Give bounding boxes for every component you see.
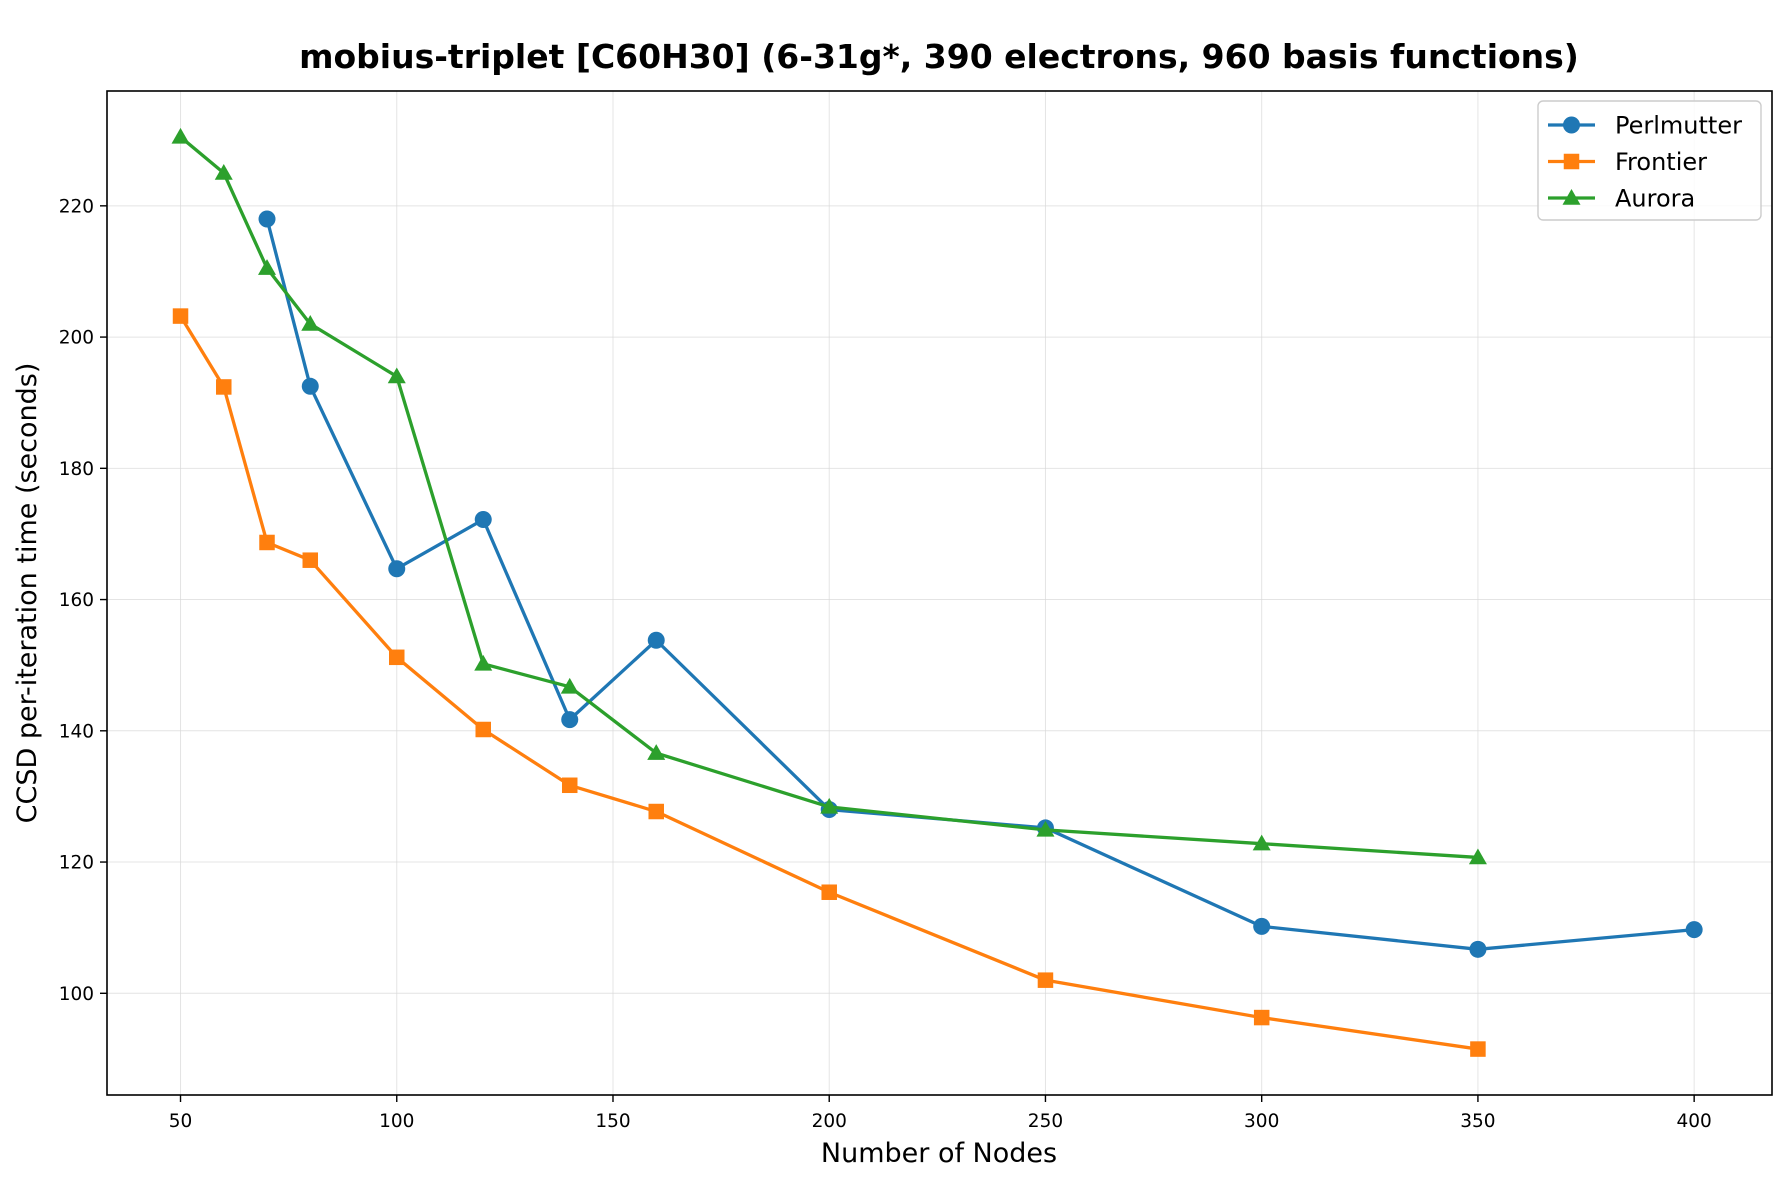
perlmutter-point bbox=[474, 511, 492, 529]
x-tick-label: 300 bbox=[1244, 1111, 1279, 1132]
perlmutter-point bbox=[388, 560, 406, 578]
aurora-line bbox=[178, 135, 1480, 860]
y-tick-label: 160 bbox=[59, 590, 94, 611]
x-tick-label: 350 bbox=[1460, 1111, 1495, 1132]
y-tick-label: 140 bbox=[59, 721, 94, 742]
x-tick-label: 50 bbox=[169, 1111, 193, 1132]
series-frontier bbox=[172, 308, 1486, 1057]
y-tick-label: 200 bbox=[59, 328, 94, 349]
perlmutter-point bbox=[1685, 921, 1703, 939]
series-aurora bbox=[171, 127, 1487, 865]
y-axis-label: CCSD per-iteration time (seconds) bbox=[12, 363, 43, 824]
chart-title: mobius-triplet [C60H30] (6-31g*, 390 ele… bbox=[299, 37, 1579, 76]
legend-item-frontier: Frontier bbox=[1548, 148, 1707, 176]
aurora-point bbox=[1036, 820, 1055, 837]
aurora-point bbox=[1468, 848, 1487, 865]
frontier-point bbox=[1470, 1041, 1486, 1057]
legend: Perlmutter Frontier Aurora bbox=[1537, 100, 1762, 221]
legend-label: Perlmutter bbox=[1615, 112, 1742, 140]
legend-label: Aurora bbox=[1615, 185, 1695, 213]
frontier-point bbox=[216, 379, 232, 395]
frontier-point bbox=[821, 884, 837, 900]
legend-box bbox=[1537, 100, 1762, 221]
x-axis: 50 100 150 200 250 300 350 400 bbox=[169, 1095, 1712, 1132]
frontier-line bbox=[178, 314, 1480, 1051]
frontier-point bbox=[475, 721, 491, 738]
legend-marker bbox=[1562, 189, 1581, 205]
aurora-point bbox=[258, 259, 277, 275]
frontier-point bbox=[172, 308, 189, 324]
y-tick-label: 120 bbox=[59, 853, 94, 874]
legend-item-aurora: Aurora bbox=[1548, 185, 1695, 213]
aurora-point bbox=[560, 677, 579, 694]
frontier-point bbox=[561, 777, 578, 794]
legend-label: Frontier bbox=[1615, 148, 1707, 176]
y-tick-label: 100 bbox=[59, 984, 94, 1005]
perlmutter-point bbox=[647, 631, 665, 649]
aurora-point bbox=[820, 797, 839, 814]
aurora-point bbox=[301, 314, 320, 331]
aurora-point bbox=[171, 127, 190, 144]
perlmutter-point bbox=[258, 210, 276, 228]
frontier-point bbox=[259, 534, 275, 551]
x-tick-label: 400 bbox=[1676, 1111, 1711, 1132]
frontier-point bbox=[389, 649, 405, 666]
aurora-point bbox=[1252, 834, 1271, 851]
aurora-point bbox=[387, 367, 406, 384]
legend-marker bbox=[1563, 153, 1580, 170]
frontier-point bbox=[648, 803, 664, 820]
aurora-point bbox=[647, 744, 666, 760]
frontier-point bbox=[302, 552, 319, 568]
frontier-point bbox=[1253, 1009, 1270, 1026]
y-tick-label: 220 bbox=[59, 196, 94, 217]
grid-lines bbox=[107, 91, 1772, 1095]
aurora-point bbox=[214, 164, 233, 180]
aurora-point bbox=[474, 654, 493, 671]
y-tick-label: 180 bbox=[59, 459, 94, 480]
perlmutter-point bbox=[1253, 917, 1271, 935]
series-layer bbox=[171, 127, 1703, 1057]
x-tick-label: 200 bbox=[812, 1111, 847, 1132]
x-tick-label: 150 bbox=[595, 1111, 630, 1132]
legend-marker bbox=[1563, 116, 1580, 134]
perlmutter-point bbox=[561, 711, 579, 729]
perlmutter-point bbox=[1469, 940, 1487, 958]
y-axis: 100 120 140 160 180 200 220 bbox=[59, 196, 107, 1005]
perlmutter-point bbox=[301, 377, 319, 395]
legend-item-perlmutter: Perlmutter bbox=[1548, 112, 1742, 140]
plot-area-frame bbox=[106, 90, 1773, 1096]
frontier-point bbox=[1037, 972, 1054, 988]
x-tick-label: 250 bbox=[1028, 1111, 1063, 1132]
x-tick-label: 100 bbox=[379, 1111, 414, 1132]
x-axis-label: Number of Nodes bbox=[821, 1138, 1057, 1169]
